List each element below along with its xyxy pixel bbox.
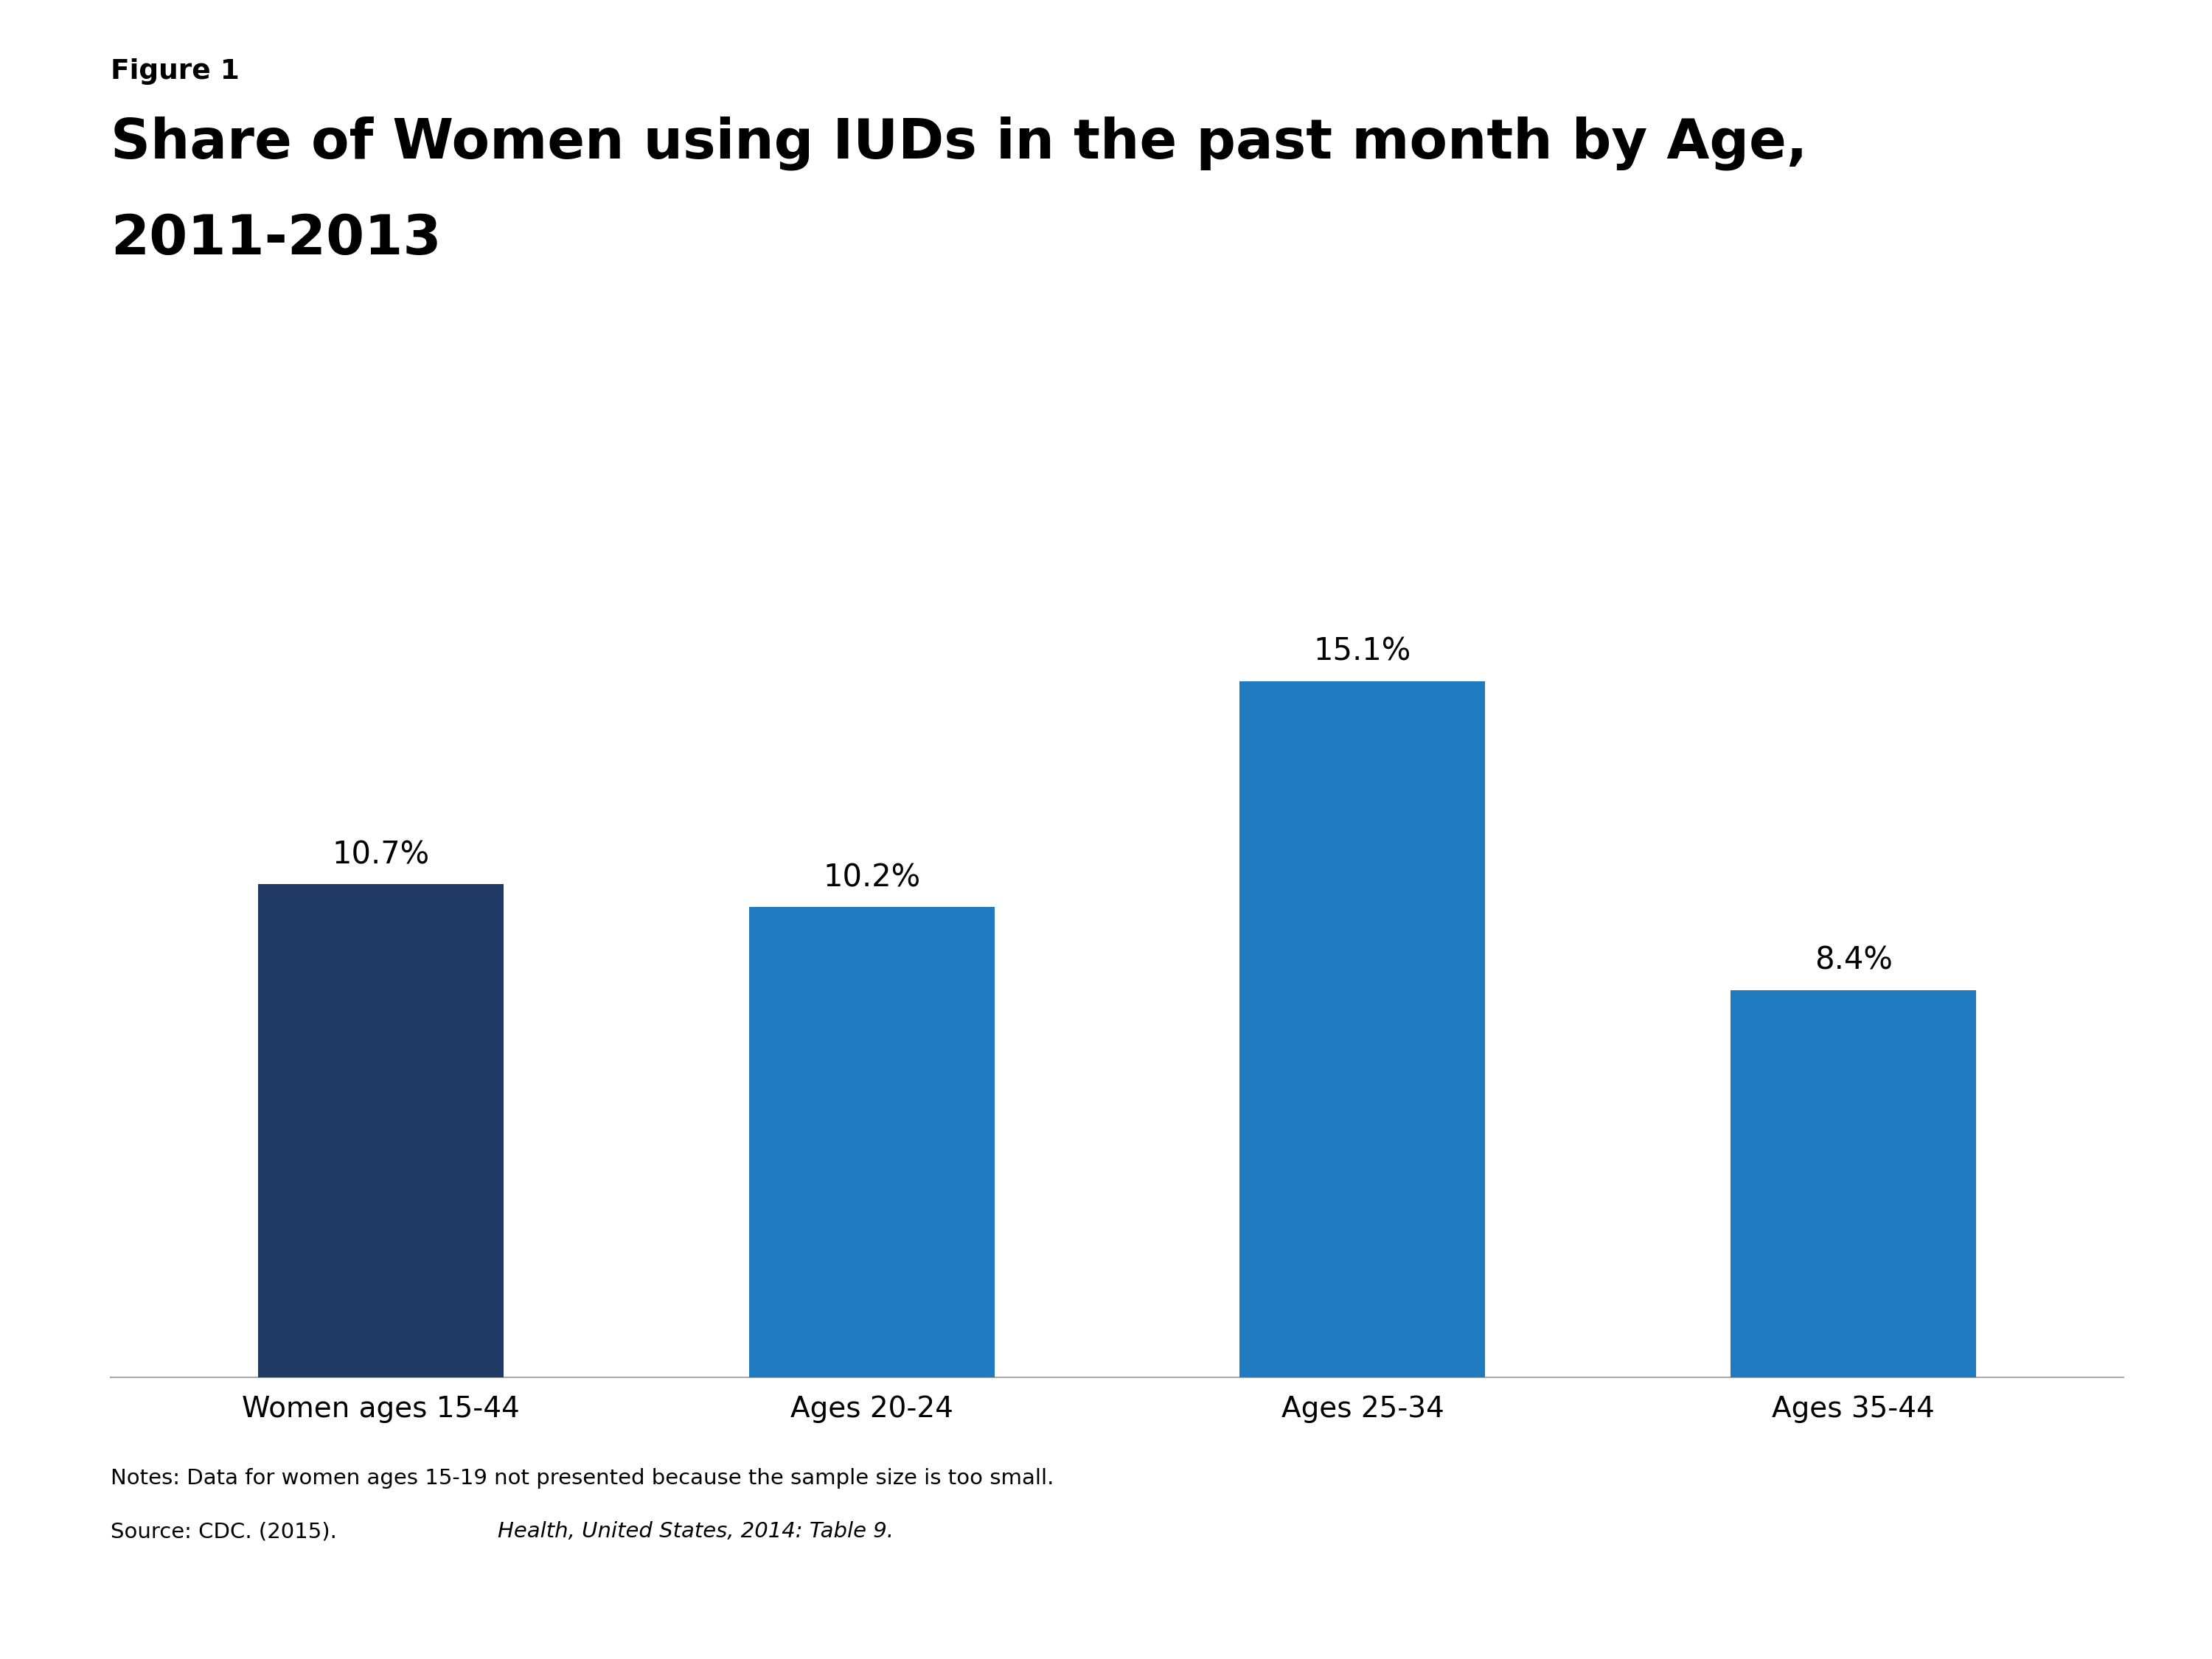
Text: Figure 1: Figure 1 xyxy=(111,58,239,85)
Text: 10.7%: 10.7% xyxy=(332,839,429,869)
Bar xyxy=(259,884,504,1377)
Text: Health, United States, 2014: Table 9.: Health, United States, 2014: Table 9. xyxy=(498,1521,894,1541)
Text: FAMILY: FAMILY xyxy=(1978,1545,2039,1559)
Bar xyxy=(750,907,995,1377)
Text: 8.4%: 8.4% xyxy=(1814,946,1893,975)
Text: 10.2%: 10.2% xyxy=(823,863,920,893)
Text: 2011-2013: 2011-2013 xyxy=(111,212,442,265)
Bar xyxy=(1730,990,1975,1377)
Text: 15.1%: 15.1% xyxy=(1314,637,1411,667)
Text: Notes: Data for women ages 15-19 not presented because the sample size is too sm: Notes: Data for women ages 15-19 not pre… xyxy=(111,1468,1053,1488)
Text: Source: CDC. (2015).: Source: CDC. (2015). xyxy=(111,1521,343,1541)
Text: FOUNDATION: FOUNDATION xyxy=(1966,1591,2051,1601)
Text: Share of Women using IUDs in the past month by Age,: Share of Women using IUDs in the past mo… xyxy=(111,116,1807,171)
Text: KAISER: KAISER xyxy=(1966,1498,2051,1518)
Bar xyxy=(1239,682,1484,1377)
Text: THE HENRY J.: THE HENRY J. xyxy=(1966,1458,2051,1470)
